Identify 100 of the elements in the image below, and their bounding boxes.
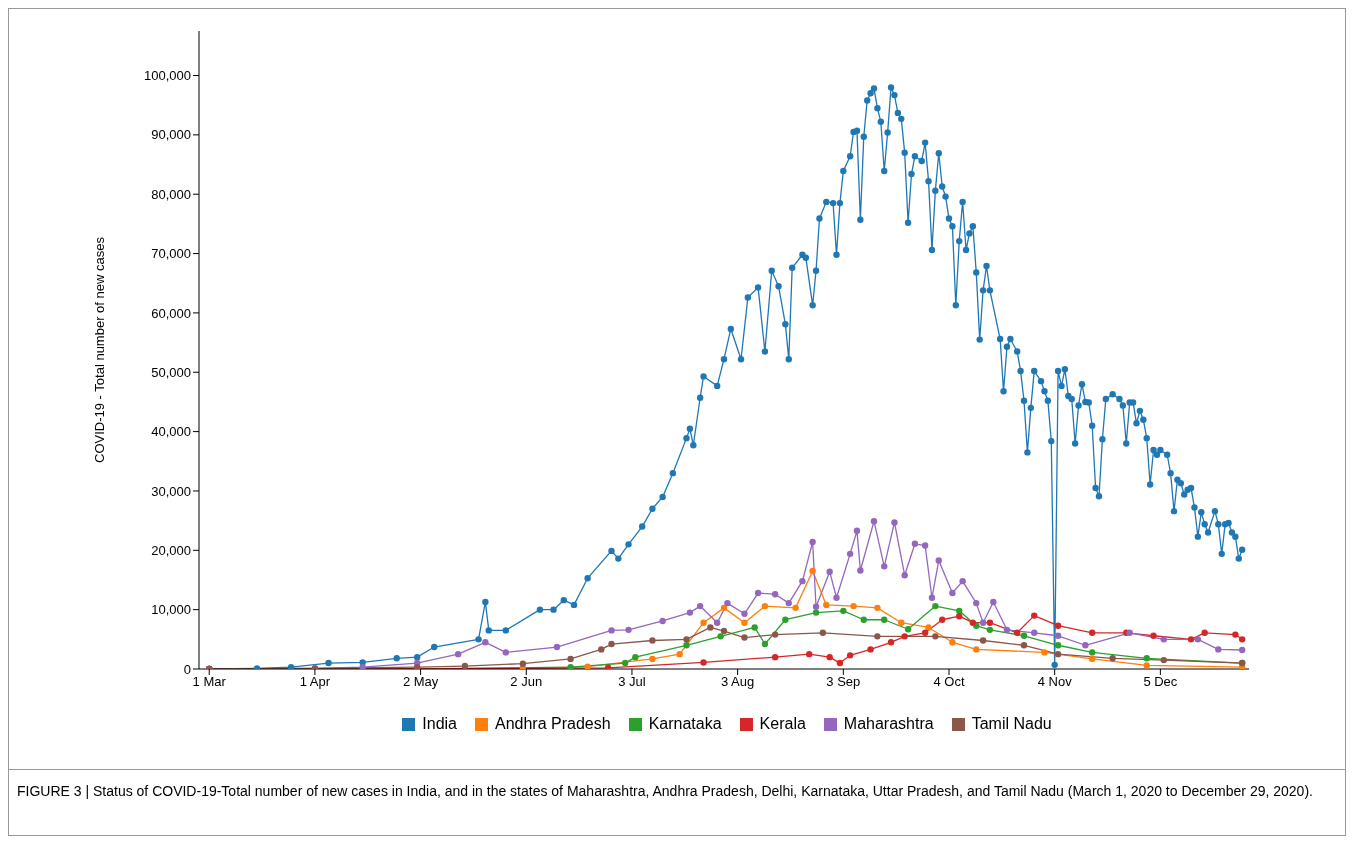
point <box>857 567 864 574</box>
x-tick-label: 3 Sep <box>826 674 861 690</box>
y-tick-label: 60,000 <box>151 305 191 321</box>
point <box>782 616 789 623</box>
point <box>785 599 792 607</box>
point <box>567 655 574 663</box>
point <box>853 527 861 534</box>
point <box>874 633 881 640</box>
y-tick-label: 70,000 <box>151 246 191 262</box>
point <box>850 602 857 610</box>
point <box>867 646 874 653</box>
point <box>1088 649 1096 656</box>
point <box>1031 629 1038 636</box>
point <box>720 627 728 635</box>
point <box>990 598 997 606</box>
point <box>1238 646 1246 654</box>
point <box>928 594 936 601</box>
point <box>771 653 779 661</box>
point <box>598 646 605 653</box>
point <box>956 607 963 615</box>
point <box>1020 642 1028 649</box>
point <box>891 519 898 526</box>
point <box>949 639 956 646</box>
point <box>1054 650 1062 658</box>
y-tick-label: 80,000 <box>151 186 191 202</box>
x-tick-label: 2 May <box>402 674 439 690</box>
point <box>799 577 806 585</box>
y-tick-label: 100,000 <box>144 68 191 84</box>
point <box>959 577 966 585</box>
point <box>901 633 908 640</box>
point <box>956 612 963 620</box>
point <box>754 589 762 597</box>
point <box>792 604 799 612</box>
point <box>741 619 748 626</box>
y-tick-label: 50,000 <box>151 364 191 380</box>
point <box>836 659 844 667</box>
point <box>1232 631 1239 638</box>
point <box>771 631 779 638</box>
point <box>1201 629 1208 636</box>
x-tick-label: 2 Jun <box>510 674 543 690</box>
point <box>713 619 721 626</box>
y-tick-label: 40,000 <box>151 424 191 440</box>
point <box>676 650 683 658</box>
legend-label: Kerala <box>759 715 806 733</box>
point <box>717 633 724 640</box>
point <box>1003 626 1011 634</box>
point <box>359 664 366 669</box>
point <box>686 609 694 616</box>
point <box>1041 649 1048 656</box>
point <box>649 655 656 663</box>
point <box>932 633 939 640</box>
point <box>812 603 820 610</box>
legend-label: India <box>422 715 457 733</box>
point <box>819 629 827 636</box>
point <box>700 619 707 626</box>
point <box>1150 632 1157 639</box>
point <box>973 646 980 653</box>
point <box>1088 629 1096 636</box>
point <box>683 642 690 649</box>
point <box>771 591 779 598</box>
x-tick-label: 3 Aug <box>721 674 755 690</box>
point <box>969 619 977 626</box>
point <box>683 636 690 643</box>
point <box>1054 622 1062 629</box>
y-tick-label: 90,000 <box>151 127 191 143</box>
x-tick-label: 1 Apr <box>299 674 331 690</box>
point <box>632 653 639 661</box>
legend-label: Karnataka <box>648 715 722 733</box>
point <box>621 659 629 667</box>
point <box>1238 636 1246 643</box>
point <box>608 627 615 634</box>
legend-label: Maharashtra <box>843 715 934 733</box>
point <box>1088 655 1096 663</box>
point <box>625 626 632 634</box>
point <box>1054 642 1062 649</box>
point <box>809 538 816 546</box>
point <box>921 542 929 549</box>
point <box>1013 629 1021 636</box>
point <box>584 663 591 669</box>
point <box>482 639 489 646</box>
point <box>751 624 758 631</box>
point <box>823 601 830 609</box>
point <box>724 599 731 607</box>
legend-label: Tamil Nadu <box>971 715 1052 733</box>
point <box>1215 646 1222 653</box>
point <box>567 664 574 669</box>
point <box>700 659 707 666</box>
point <box>979 637 987 644</box>
point <box>932 602 939 610</box>
point <box>901 572 908 579</box>
point <box>846 652 854 659</box>
y-tick-label: 0 <box>183 661 191 677</box>
point <box>874 604 881 612</box>
point <box>870 518 878 525</box>
point <box>904 626 912 633</box>
x-tick-label: 1 Mar <box>192 674 227 690</box>
point <box>812 609 820 616</box>
point <box>454 650 462 658</box>
point <box>649 637 656 644</box>
point <box>979 619 987 626</box>
